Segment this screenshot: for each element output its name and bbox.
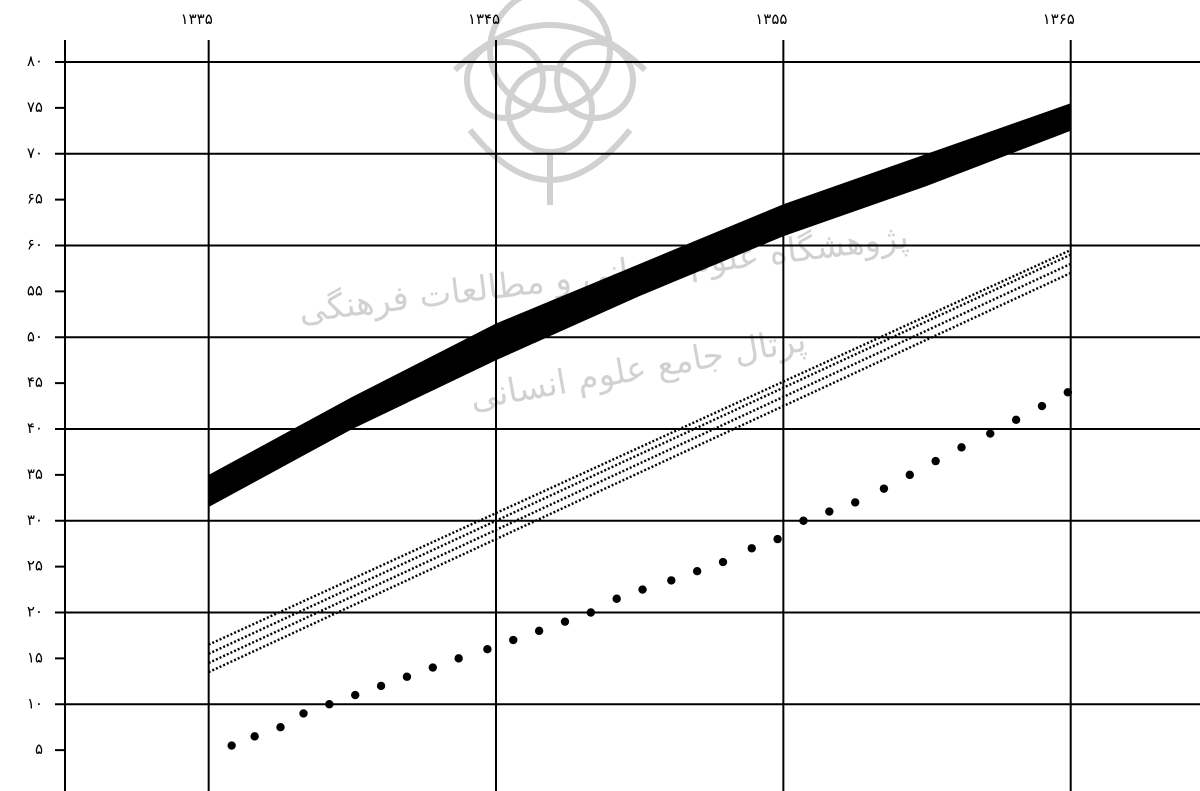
series-dot-point xyxy=(825,507,834,516)
series-dot-point xyxy=(850,498,860,507)
series-dot-point xyxy=(957,443,966,452)
y-tick-label-35: ۳۵ xyxy=(27,465,43,483)
series-dot-point xyxy=(1011,415,1021,425)
series-dot-point xyxy=(509,635,518,645)
y-tick-label-55: ۵۵ xyxy=(27,281,43,299)
series-dot-point xyxy=(799,516,808,525)
grid xyxy=(65,40,1200,791)
series-dot-point xyxy=(276,722,285,732)
y-tick-label-30: ۳۰ xyxy=(27,511,43,529)
series-dot-point xyxy=(638,585,647,594)
y-tick-label-60: ۶۰ xyxy=(27,236,43,254)
series xyxy=(208,103,1073,750)
series-dot-point xyxy=(586,608,596,617)
series-dot-point xyxy=(454,654,463,663)
y-tick-label-80: ۸۰ xyxy=(27,52,43,70)
series-dot-point xyxy=(1063,388,1073,397)
y-tick-label-70: ۷۰ xyxy=(27,144,43,162)
series-dot-point xyxy=(879,484,889,493)
x-tick-label-1365: ۱۳۶۵ xyxy=(1043,10,1075,28)
series-dot-point xyxy=(376,681,386,691)
series-dot-point xyxy=(428,663,437,672)
x-tick-label-1345: ۱۳۴۵ xyxy=(468,10,500,28)
y-tick-label-75: ۷۵ xyxy=(27,98,43,116)
series-dot-point xyxy=(747,544,756,553)
x-tick-label-1335: ۱۳۳۵ xyxy=(181,10,213,28)
y-tick-label-15: ۱۵ xyxy=(27,648,43,666)
y-tick-label-50: ۵۰ xyxy=(27,327,43,345)
y-tick-label-20: ۲۰ xyxy=(27,603,43,621)
watermark-logo xyxy=(452,0,648,205)
watermark-line-1: پژوهشگاه علوم انسانی و مطالعات فرهنگی xyxy=(297,217,911,332)
series-dot-point xyxy=(402,672,412,681)
series-dot-point xyxy=(227,741,236,750)
y-tick-label-25: ۲۵ xyxy=(27,557,43,575)
y-tick-label-65: ۶۵ xyxy=(27,190,43,208)
series-dot-point xyxy=(931,456,940,466)
y-tick-label-0: ۰ xyxy=(35,786,43,791)
y-tick-label-10: ۱۰ xyxy=(27,694,43,712)
series-dot-point xyxy=(986,429,995,438)
y-tick-label-5: ۵ xyxy=(35,740,43,758)
series-dot-point xyxy=(718,557,728,567)
x-tick-label-1355: ۱۳۵۵ xyxy=(755,10,787,28)
series-dot-point xyxy=(773,534,782,544)
series-dot-point xyxy=(250,732,259,741)
series-dot-point xyxy=(560,617,570,626)
series-dot-point xyxy=(351,690,360,700)
axes: ۸۰۷۵۷۰۶۵۶۰۵۵۵۰۴۵۴۰۳۵۳۰۲۵۲۰۱۵۱۰۵۰۱۳۳۵۱۳۴۵… xyxy=(27,10,1075,791)
series-dot-point xyxy=(692,567,702,576)
series-dot-point xyxy=(1037,401,1047,411)
y-tick-label-40: ۴۰ xyxy=(27,419,43,437)
series-dot-point xyxy=(905,470,914,480)
series-band xyxy=(208,103,1071,508)
series-dot-point xyxy=(325,700,334,709)
y-tick-label-45: ۴۵ xyxy=(27,373,43,391)
series-dot-point xyxy=(483,645,492,654)
series-dot-point xyxy=(667,576,676,585)
series-dot-point xyxy=(534,626,544,636)
series-dot-point xyxy=(299,709,308,718)
series-dot-point xyxy=(612,594,621,603)
